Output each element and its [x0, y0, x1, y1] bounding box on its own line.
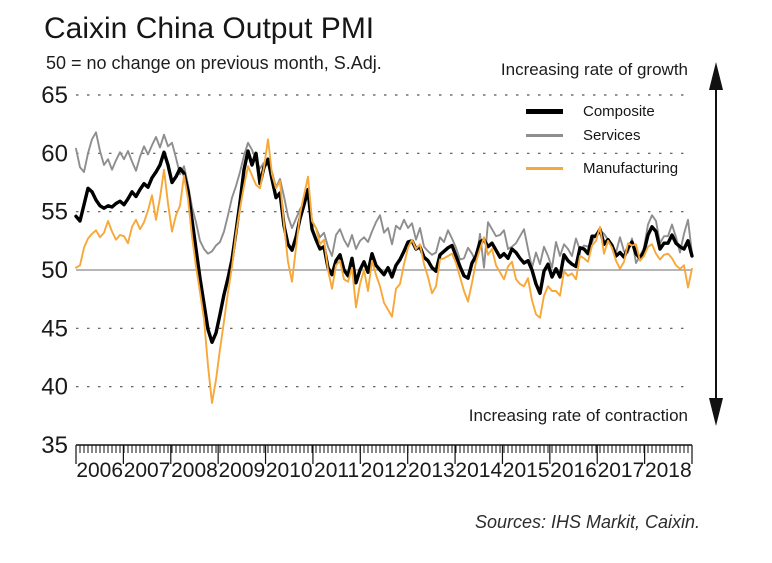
- arrow-head-up: [709, 62, 723, 90]
- year-label: 2009: [218, 459, 265, 482]
- composite-line: [74, 149, 694, 344]
- legend-item-services: Services: [526, 126, 641, 144]
- manufacturing-line: [75, 138, 693, 404]
- chart-subtitle: 50 = no change on previous month, S.Adj.: [46, 53, 382, 73]
- year-label: 2014: [455, 459, 502, 482]
- y-tick-label: 65: [41, 82, 68, 109]
- y-tick-label: 60: [41, 140, 68, 167]
- year-label: 2010: [266, 459, 313, 482]
- y-tick-label: 40: [41, 374, 68, 401]
- contraction-annotation: Increasing rate of contraction: [468, 406, 688, 425]
- year-label: 2017: [598, 459, 645, 482]
- composite-line-swatch: [526, 108, 563, 114]
- services-line-swatch: [526, 133, 563, 137]
- legend-item-composite: Composite: [526, 102, 655, 120]
- year-label: 2006: [76, 459, 123, 482]
- year-label: 2018: [645, 459, 692, 482]
- year-label: 2011: [314, 459, 359, 482]
- sources-note: Sources: IHS Markit, Caixin.: [474, 512, 700, 532]
- legend-label-composite: Composite: [583, 102, 655, 120]
- year-label: 2008: [171, 459, 218, 482]
- y-tick-label: 35: [41, 432, 68, 459]
- legend-label-services: Services: [583, 126, 641, 144]
- arrow-head-down: [709, 398, 723, 426]
- year-label: 2015: [503, 459, 550, 482]
- year-label: 2013: [408, 459, 455, 482]
- year-label: 2012: [361, 459, 408, 482]
- legend-label-manufacturing: Manufacturing: [583, 159, 679, 177]
- growth-annotation: Increasing rate of growth: [500, 60, 688, 79]
- y-tick-label: 50: [41, 257, 68, 284]
- year-label: 2007: [124, 459, 171, 482]
- legend-item-manufacturing: Manufacturing: [526, 159, 679, 177]
- chart-title: Caixin China Output PMI: [44, 12, 375, 45]
- year-label: 2016: [550, 459, 597, 482]
- y-tick-label: 45: [41, 315, 68, 342]
- y-tick-label: 55: [41, 199, 68, 226]
- manufacturing-line-swatch: [526, 166, 563, 170]
